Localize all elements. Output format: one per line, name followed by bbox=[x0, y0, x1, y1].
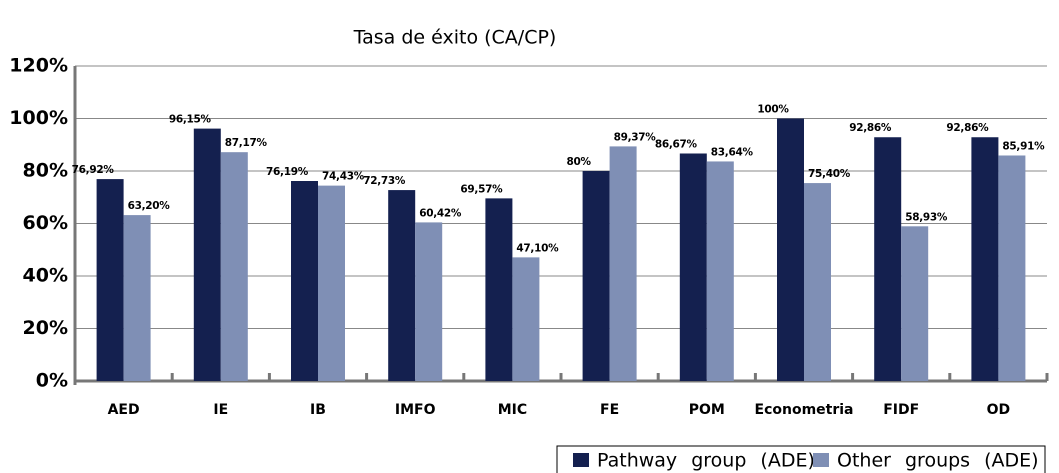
legend-label: Pathway group (ADE) bbox=[597, 450, 815, 472]
value-label: 60,42% bbox=[419, 207, 462, 219]
y-tick-label: 0% bbox=[36, 370, 68, 392]
bar bbox=[193, 128, 221, 381]
x-tick-label: POM bbox=[689, 402, 725, 418]
y-tick-label: 100% bbox=[9, 107, 68, 129]
x-tick-label: IB bbox=[310, 402, 326, 418]
value-label: 85,91% bbox=[1002, 140, 1045, 152]
bar bbox=[998, 155, 1026, 381]
bar bbox=[291, 181, 318, 381]
value-label: 76,92% bbox=[72, 164, 115, 176]
value-label: 92,86% bbox=[849, 122, 892, 134]
bar bbox=[901, 226, 929, 381]
legend-swatch bbox=[813, 453, 829, 467]
bar bbox=[318, 185, 345, 381]
legend-swatch bbox=[573, 453, 589, 467]
bar bbox=[96, 179, 124, 381]
value-label: 89,37% bbox=[614, 131, 657, 143]
value-label: 100% bbox=[757, 104, 789, 116]
bar bbox=[123, 215, 151, 381]
value-label: 80% bbox=[566, 156, 591, 168]
value-label: 83,64% bbox=[711, 146, 754, 158]
bar bbox=[971, 137, 999, 381]
x-tick-label: MIC bbox=[498, 402, 527, 418]
value-label: 87,17% bbox=[225, 137, 268, 149]
value-label: 75,40% bbox=[808, 168, 851, 180]
bar bbox=[609, 146, 637, 381]
y-tick-label: 40% bbox=[23, 265, 68, 287]
y-tick-label: 120% bbox=[9, 55, 68, 77]
bar bbox=[874, 137, 902, 381]
x-tick-label: IMFO bbox=[395, 402, 436, 418]
bar bbox=[777, 118, 804, 381]
x-tick-label: Econometria bbox=[755, 402, 854, 418]
bar bbox=[512, 257, 540, 381]
bar bbox=[804, 183, 831, 381]
legend-box bbox=[556, 445, 1046, 473]
legend-label: Other groups (ADE) bbox=[837, 450, 1039, 472]
value-label: 96,15% bbox=[169, 114, 212, 126]
value-label: 92,86% bbox=[946, 122, 989, 134]
value-label: 63,20% bbox=[128, 200, 171, 212]
chart-title: Tasa de éxito (CA/CP) bbox=[353, 27, 557, 49]
x-tick-label: IE bbox=[213, 402, 228, 418]
value-label: 76,19% bbox=[266, 166, 309, 178]
value-label: 86,67% bbox=[655, 138, 698, 150]
x-tick-label: AED bbox=[108, 402, 140, 418]
bar bbox=[706, 161, 734, 381]
value-label: 74,43% bbox=[322, 171, 365, 183]
bar bbox=[388, 190, 416, 381]
value-label: 72,73% bbox=[363, 175, 406, 187]
y-tick-label: 80% bbox=[23, 160, 68, 182]
bar bbox=[582, 171, 610, 381]
bar bbox=[485, 198, 513, 381]
bar bbox=[679, 153, 707, 381]
y-tick-label: 60% bbox=[23, 212, 68, 234]
value-label: 58,93% bbox=[905, 211, 948, 223]
bar bbox=[220, 152, 248, 381]
bar bbox=[415, 222, 443, 381]
y-tick-label: 20% bbox=[23, 317, 68, 339]
value-label: 69,57% bbox=[460, 183, 503, 195]
value-label: 47,10% bbox=[516, 242, 559, 254]
x-tick-label: FIDF bbox=[883, 402, 919, 418]
x-tick-label: OD bbox=[987, 402, 1011, 418]
x-tick-label: FE bbox=[600, 402, 619, 418]
